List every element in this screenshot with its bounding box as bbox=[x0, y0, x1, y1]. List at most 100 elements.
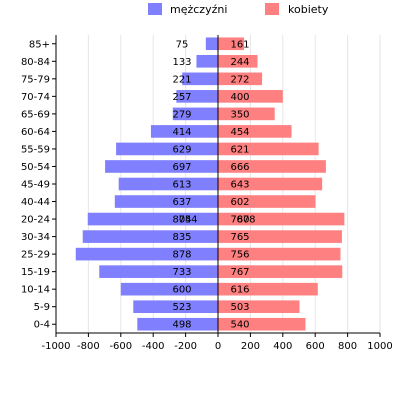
y-tick-label: 45-49 bbox=[21, 180, 50, 191]
data-label-male: 878 bbox=[172, 250, 191, 261]
data-label-male: 279 bbox=[172, 109, 191, 120]
data-label-male: 733 bbox=[172, 267, 191, 278]
bar-female bbox=[218, 54, 258, 68]
bar-female bbox=[218, 282, 318, 296]
data-label-male: 133 bbox=[172, 57, 191, 68]
bar-male bbox=[118, 177, 218, 191]
x-tick-label: 0 bbox=[215, 341, 221, 352]
x-tick-label: 400 bbox=[273, 341, 292, 352]
bar-female bbox=[218, 265, 343, 278]
y-tick-label: 65-69 bbox=[21, 109, 50, 120]
data-label-female: 244 bbox=[230, 57, 249, 68]
y-tick-label: 75-79 bbox=[21, 74, 50, 85]
data-label-female: 503 bbox=[230, 302, 249, 313]
data-label-female: 643 bbox=[230, 180, 249, 191]
data-label-male: 804 bbox=[172, 215, 191, 226]
data-label-female: 602 bbox=[230, 197, 249, 208]
x-tick-label: 1000 bbox=[367, 341, 392, 352]
bar-male bbox=[116, 142, 218, 156]
data-label-female: 161 bbox=[230, 39, 249, 50]
bar-male bbox=[150, 125, 218, 138]
data-label-female: 616 bbox=[230, 285, 249, 296]
legend-swatch bbox=[148, 3, 162, 15]
bar-female bbox=[218, 317, 306, 331]
bar-female bbox=[218, 177, 323, 191]
bar-female bbox=[218, 125, 292, 138]
data-label-male: 221 bbox=[172, 74, 191, 85]
data-label-female: 350 bbox=[230, 109, 249, 120]
bar-female bbox=[218, 160, 326, 173]
bar-female bbox=[218, 195, 316, 208]
data-label-female: 666 bbox=[230, 162, 249, 173]
x-tick-label: 800 bbox=[338, 341, 357, 352]
bar-male bbox=[176, 90, 218, 103]
axes-group bbox=[52, 35, 381, 337]
y-tick-label: 0-4 bbox=[34, 320, 50, 331]
bar-male bbox=[87, 212, 218, 226]
bar-female bbox=[218, 300, 300, 314]
x-tick-label: -1000 bbox=[41, 341, 70, 352]
bar-female bbox=[218, 230, 342, 243]
data-label-male: 637 bbox=[172, 197, 191, 208]
bar-male bbox=[120, 282, 218, 296]
bar-male bbox=[105, 160, 218, 173]
bar-male bbox=[82, 230, 218, 243]
y-tick-label: 80-84 bbox=[21, 57, 50, 68]
data-label-male: 498 bbox=[172, 320, 191, 331]
data-label-male: 613 bbox=[172, 180, 191, 191]
x-tick-label: -800 bbox=[77, 341, 100, 352]
data-label-female: 780 bbox=[230, 215, 249, 226]
data-label-male: 600 bbox=[172, 285, 191, 296]
data-label-male-overlay: 754 bbox=[178, 215, 197, 226]
bar-female bbox=[218, 90, 283, 103]
data-label-male: 629 bbox=[172, 144, 191, 155]
y-tick-label: 50-54 bbox=[21, 162, 50, 173]
y-tick-label: 55-59 bbox=[21, 144, 50, 155]
bar-male bbox=[172, 107, 218, 121]
y-tick-label: 15-19 bbox=[21, 267, 50, 278]
bar-male bbox=[133, 300, 218, 314]
bar-male bbox=[75, 247, 218, 261]
y-tick-label: 40-44 bbox=[21, 197, 50, 208]
bar-female bbox=[218, 107, 275, 121]
y-tick-label: 85+ bbox=[29, 39, 50, 50]
y-tick-label: 30-34 bbox=[21, 232, 50, 243]
bar-male bbox=[182, 72, 218, 86]
data-label-female: 272 bbox=[230, 74, 249, 85]
x-tick-label: -400 bbox=[142, 341, 165, 352]
y-tick-label: 60-64 bbox=[21, 127, 50, 138]
bar-male bbox=[114, 195, 218, 208]
y-tick-labels: 0-4 5-9 10-14 15-19 25-29 30-34 20-24 40-44 45-4… bbox=[21, 39, 50, 330]
x-tick-label: 600 bbox=[306, 341, 325, 352]
y-tick-label: 25-29 bbox=[21, 250, 50, 261]
x-tick-label: 200 bbox=[241, 341, 260, 352]
bar-female bbox=[218, 72, 263, 86]
bar-male bbox=[196, 54, 218, 68]
bar-male bbox=[99, 265, 218, 278]
data-label-female: 454 bbox=[230, 127, 249, 138]
data-label-male: 523 bbox=[172, 302, 191, 313]
legend-item-female: kobiety bbox=[265, 3, 329, 16]
data-label-female: 767 bbox=[230, 267, 249, 278]
bar-female bbox=[218, 212, 345, 226]
data-label-male: 697 bbox=[172, 162, 191, 173]
bar-female bbox=[218, 37, 245, 51]
x-tick-label: -200 bbox=[174, 341, 197, 352]
bar-male bbox=[205, 37, 218, 51]
legend-swatch bbox=[265, 3, 279, 15]
y-tick-label: 70-74 bbox=[21, 92, 50, 103]
data-label-male: 835 bbox=[172, 232, 191, 243]
y-tick-label: 10-14 bbox=[21, 285, 50, 296]
data-label-male: 257 bbox=[172, 92, 191, 103]
bars-group bbox=[75, 37, 345, 331]
data-label-female: 756 bbox=[230, 250, 249, 261]
bar-female bbox=[218, 247, 341, 261]
data-label-female: 540 bbox=[230, 320, 249, 331]
legend-label: kobiety bbox=[288, 3, 329, 16]
data-label-female: 400 bbox=[230, 92, 249, 103]
data-label-male: 75 bbox=[176, 39, 189, 50]
legend-label: mężczyźni bbox=[170, 3, 227, 16]
data-label-female: 621 bbox=[230, 144, 249, 155]
